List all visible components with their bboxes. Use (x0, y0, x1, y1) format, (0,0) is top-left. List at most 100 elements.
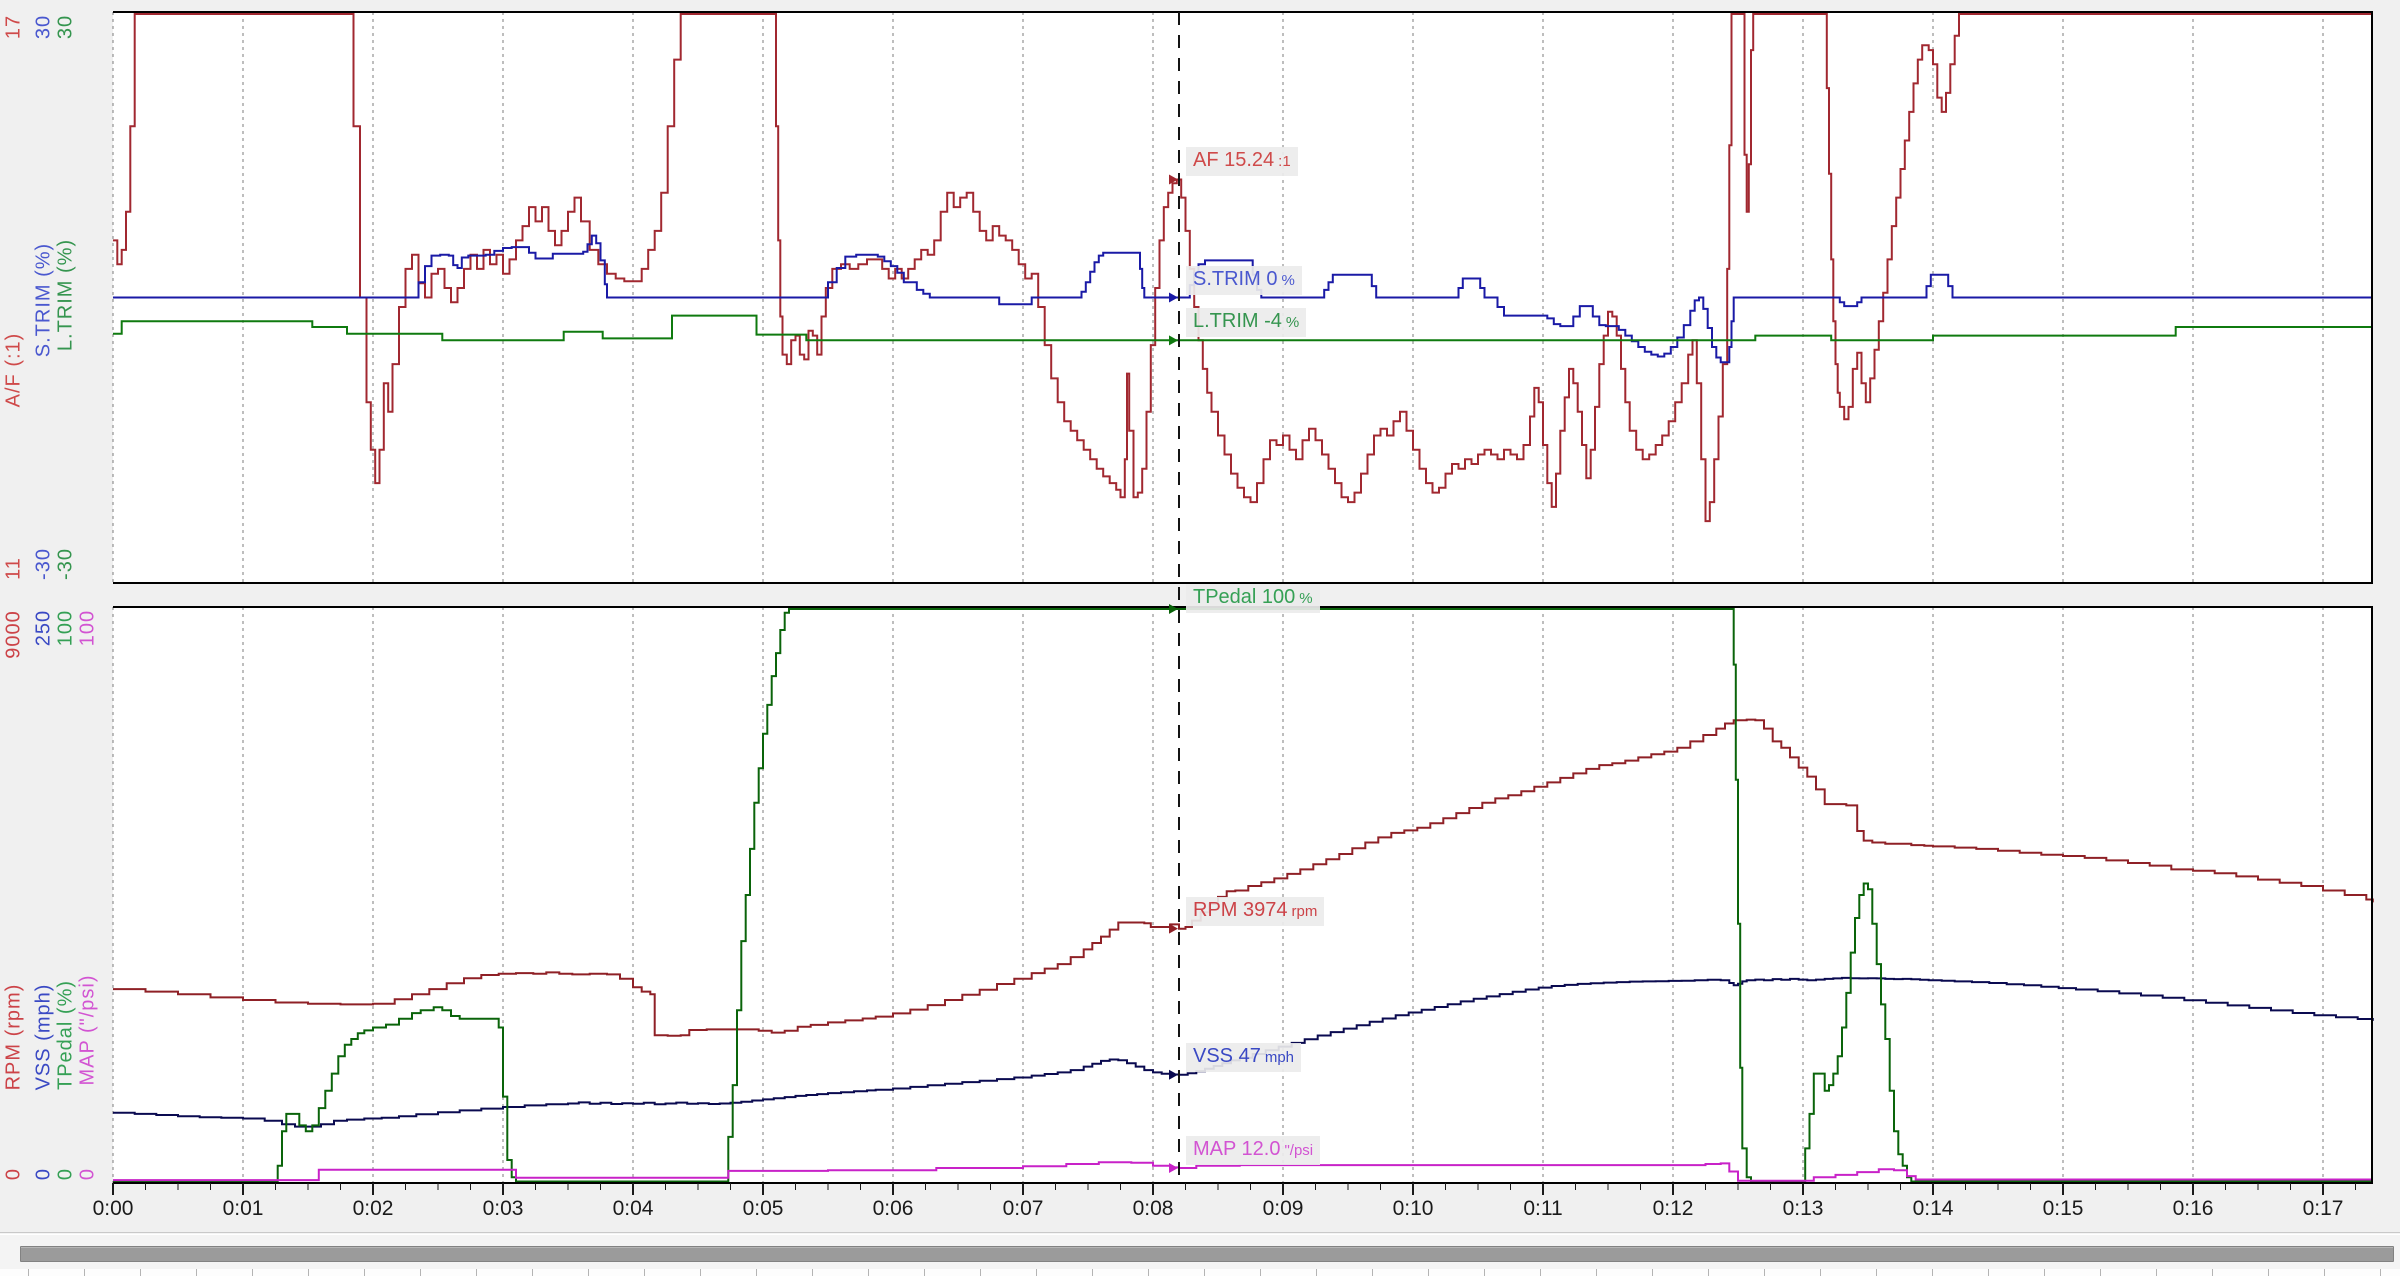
mini-ruler-tick (644, 1269, 645, 1276)
plot-area-bottom[interactable] (113, 607, 2372, 1183)
x-tick-label-0-15: 0:15 (2042, 1197, 2084, 1220)
readout-unit: % (1281, 271, 1295, 289)
mini-ruler-tick (532, 1269, 533, 1276)
mini-ruler-tick (1764, 1269, 1765, 1276)
series-line-map (113, 1161, 2373, 1182)
readout-value: AF 15.24 (1193, 149, 1275, 172)
readout-unit: rpm (1291, 902, 1318, 920)
mini-ruler-tick (1428, 1269, 1429, 1276)
axis-label-map-psi-: MAP ("/psi) (76, 974, 99, 1086)
mini-ruler-tick (868, 1269, 869, 1276)
x-tick-label-0-11: 0:11 (1523, 1197, 1563, 1220)
axis-label--30: -30 (32, 548, 55, 580)
readout-value: S.TRIM 0 (1193, 267, 1278, 290)
axis-label-100: 100 (54, 609, 77, 647)
cursor-readout-af: AF 15.24:1 (1186, 147, 1298, 177)
mini-ruler-tick (2044, 1269, 2045, 1276)
mini-ruler-tick (2324, 1269, 2325, 1276)
x-tick-label-0-05: 0:05 (742, 1197, 784, 1220)
mini-ruler-tick (1652, 1269, 1653, 1276)
axis-label-a-f-1-: A/F (:1) (2, 332, 25, 408)
readout-unit: % (1285, 314, 1300, 332)
readout-value: RPM 3974 (1193, 898, 1288, 921)
cursor-marker-vss (1169, 1069, 1178, 1080)
x-tick-label-0-06: 0:06 (872, 1197, 914, 1220)
cursor-readout-rpm: RPM 3974 rpm (1186, 896, 1325, 926)
mini-ruler-tick (980, 1269, 981, 1276)
mini-ruler-tick (1708, 1269, 1709, 1276)
mini-ruler-tick (1876, 1269, 1877, 1276)
mini-ruler-tick (1260, 1269, 1261, 1276)
axis-label-100: 100 (76, 609, 99, 647)
mini-ruler-tick (1204, 1269, 1205, 1276)
mini-ruler-tick (364, 1269, 365, 1276)
axis-label--30: -30 (54, 548, 77, 580)
cursor-marker-ltrim (1169, 335, 1178, 346)
x-tick-label-0-01: 0:01 (222, 1197, 264, 1220)
axis-label-tpedal-: TPedal (%) (54, 979, 77, 1091)
mini-ruler-tick (2100, 1269, 2101, 1276)
series-line-tpedal (113, 608, 2373, 1183)
mini-ruler-tick (2268, 1269, 2269, 1276)
mini-ruler-tick (812, 1269, 813, 1276)
x-tick-label-0-13: 0:13 (1782, 1197, 1824, 1220)
cursor-readout-tpedal: TPedal 100% (1186, 584, 1320, 613)
mini-ruler-tick (756, 1269, 757, 1276)
readout-value: TPedal 100 (1193, 586, 1296, 608)
readout-unit: % (1299, 590, 1313, 607)
axis-label-250: 250 (32, 609, 55, 647)
mini-ruler-tick (2380, 1269, 2381, 1276)
mini-ruler-tick (1092, 1269, 1093, 1276)
mini-ruler-tick (84, 1269, 85, 1276)
axis-label-0: 0 (32, 1167, 55, 1181)
axis-label-l-trim-: L.TRIM (%) (54, 238, 77, 352)
series-line-rpm (113, 718, 2374, 1037)
x-tick-label-0-00: 0:00 (92, 1197, 134, 1220)
mini-ruler-tick (2212, 1269, 2213, 1276)
readout-value: L.TRIM -4 (1193, 310, 1282, 333)
mini-ruler-tick (476, 1269, 477, 1276)
cursor-readout-vss: VSS 47 mph (1186, 1042, 1302, 1072)
mini-ruler-tick (1036, 1269, 1037, 1276)
mini-ruler-tick (1596, 1269, 1597, 1276)
x-tick-label-0-04: 0:04 (612, 1197, 654, 1220)
axis-label-30: 30 (32, 14, 55, 40)
mini-ruler (0, 1269, 2400, 1276)
x-tick-label-0-02: 0:02 (352, 1197, 394, 1220)
series-line-af (113, 13, 2373, 523)
mini-ruler-tick (1932, 1269, 1933, 1276)
scrollbar-thumb[interactable] (20, 1246, 2394, 1262)
mini-ruler-tick (700, 1269, 701, 1276)
x-tick-label-0-07: 0:07 (1002, 1197, 1044, 1220)
series-line-ltrim (113, 314, 2373, 342)
scrollbar-highlight (0, 1234, 2400, 1235)
mini-ruler-tick (1540, 1269, 1541, 1276)
mini-ruler-tick (924, 1269, 925, 1276)
mini-ruler-tick (308, 1269, 309, 1276)
x-tick-label-0-12: 0:12 (1652, 1197, 1694, 1220)
axis-label-0: 0 (76, 1167, 99, 1181)
cursor-marker-rpm (1169, 923, 1178, 934)
cursor-readout-map: MAP 12.0 "/psi (1186, 1136, 1321, 1166)
panel-border-top (113, 11, 2373, 584)
mini-ruler-tick (1820, 1269, 1821, 1276)
mini-ruler-tick (588, 1269, 589, 1276)
readout-unit: "/psi (1284, 1142, 1314, 1160)
mini-ruler-tick (2156, 1269, 2157, 1276)
mini-ruler-tick (1316, 1269, 1317, 1276)
mini-ruler-tick (196, 1269, 197, 1276)
mini-ruler-tick (1148, 1269, 1149, 1276)
cursor-marker-af (1169, 174, 1178, 185)
mini-ruler-tick (28, 1269, 29, 1276)
axis-label-0: 0 (2, 1167, 25, 1181)
readout-value: MAP 12.0 (1193, 1138, 1281, 1161)
axis-label-s-trim-: S.TRIM (%) (32, 242, 55, 358)
mini-ruler-tick (420, 1269, 421, 1276)
axis-label-11: 11 (2, 557, 25, 580)
mini-ruler-tick (1372, 1269, 1373, 1276)
cursor-marker-strim (1169, 292, 1178, 303)
x-tick-label-0-10: 0:10 (1392, 1197, 1434, 1220)
readout-unit: :1 (1278, 153, 1291, 171)
